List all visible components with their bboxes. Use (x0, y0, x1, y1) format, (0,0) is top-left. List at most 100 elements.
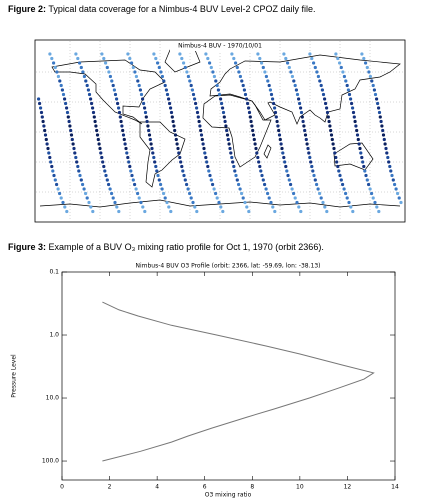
orbit-dot (123, 142, 127, 146)
orbit-dot (252, 137, 256, 142)
coverage-map: Nimbus-4 BUV - 1970/10/01 (34, 39, 406, 223)
y-tick-label: 10.0 (46, 395, 60, 402)
orbit-dot (121, 133, 126, 137)
orbit-dot (178, 155, 182, 160)
orbit-dot (319, 196, 323, 200)
orbit-dot (122, 137, 126, 142)
orbit-dot (277, 128, 281, 133)
orbit-dot (191, 200, 195, 205)
x-tick-label: 14 (391, 484, 399, 491)
orbit-dot (171, 119, 175, 124)
orbit-dot (272, 101, 276, 106)
orbit-dot (104, 173, 108, 178)
orbit-dot (226, 137, 230, 142)
orbit-dot (56, 187, 60, 191)
orbit-dot (141, 205, 145, 209)
orbit-dot (391, 178, 395, 182)
orbit-dot (59, 196, 63, 200)
orbit-dot (86, 88, 90, 92)
orbit-dot (324, 101, 328, 106)
x-tick-label: 0 (60, 484, 64, 491)
orbit-dot (289, 70, 293, 74)
orbit-dot (251, 133, 256, 137)
orbit-dot (320, 88, 324, 92)
orbit-dot (269, 92, 274, 97)
orbit-dot (191, 92, 196, 97)
orbit-dot (156, 61, 160, 65)
orbit-dot (66, 115, 70, 119)
orbit-dot (134, 187, 138, 191)
orbit-dot (315, 182, 319, 187)
orbit-dot (197, 119, 201, 124)
orbit-dot (101, 160, 105, 164)
orbit-dot (278, 137, 282, 142)
orbit-dot (71, 142, 75, 146)
orbit-dot (178, 52, 182, 56)
orbit-dot (313, 178, 317, 182)
orbit-dot (82, 74, 86, 79)
orbit-dot (38, 101, 42, 106)
orbit-dot (370, 191, 374, 196)
orbit-dot (174, 137, 178, 142)
orbit-dot (120, 124, 124, 128)
orbit-dot (200, 137, 204, 142)
orbit-dot (147, 128, 151, 133)
caption-text: Typical data coverage for a Nimbus-4 BUV… (48, 4, 315, 14)
orbit-dot (349, 205, 353, 209)
orbit-dot (259, 169, 263, 173)
orbit-dot (53, 65, 57, 70)
orbit-dot (273, 209, 277, 214)
orbit-dot (206, 164, 210, 169)
orbit-dot (238, 187, 242, 191)
orbit-dot (388, 164, 392, 169)
orbit-dot (56, 74, 61, 79)
orbit-dot (364, 61, 368, 65)
orbit-dot (177, 151, 181, 155)
orbit-dot (301, 119, 305, 124)
orbit-dot (50, 164, 54, 169)
orbit-dot (108, 74, 112, 79)
x-tick-label: 10 (296, 484, 304, 491)
orbit-dot (169, 209, 173, 214)
orbit-dot (251, 128, 255, 133)
orbit-dot (96, 137, 100, 142)
orbit-dot (349, 97, 353, 101)
orbit-dot (235, 65, 239, 70)
orbit-dot (67, 119, 71, 124)
orbit-dot (242, 88, 246, 92)
orbit-dot (266, 191, 270, 196)
orbit-dot (133, 70, 137, 74)
orbit-dot (307, 151, 311, 155)
x-tick-label: 2 (108, 484, 112, 491)
y-axis-label: Pressure Level (11, 354, 18, 398)
orbit-dot (74, 155, 78, 160)
orbit-dot (284, 164, 288, 169)
orbit-dot (219, 97, 223, 101)
orbit-dot (84, 79, 88, 83)
orbit-dot (82, 187, 86, 191)
orbit-dot (53, 178, 57, 182)
orbit-dot (293, 83, 297, 88)
antarctica (39, 199, 401, 208)
orbit-dot (247, 209, 251, 214)
orbit-dot (264, 74, 268, 79)
map-grid (36, 41, 404, 221)
orbit-dot (290, 74, 294, 79)
orbit-dot (275, 119, 279, 124)
orbit-dot (240, 79, 244, 83)
orbit-dot (55, 70, 59, 74)
orbit-dot (125, 151, 129, 155)
orbit-dot (168, 101, 172, 106)
orbit-dot (61, 92, 66, 97)
orbit-dot (248, 115, 252, 119)
orbit-dot (222, 115, 226, 119)
orbit-dot (256, 52, 260, 56)
orbit-dot (237, 70, 241, 74)
orbit-dot (362, 164, 366, 169)
orbit-dot (165, 200, 169, 205)
orbit-dot (286, 173, 290, 178)
orbit-dot (377, 209, 381, 214)
orbit-dot (308, 155, 312, 160)
orbit-dot (194, 101, 198, 106)
orbit-dot (234, 173, 238, 178)
